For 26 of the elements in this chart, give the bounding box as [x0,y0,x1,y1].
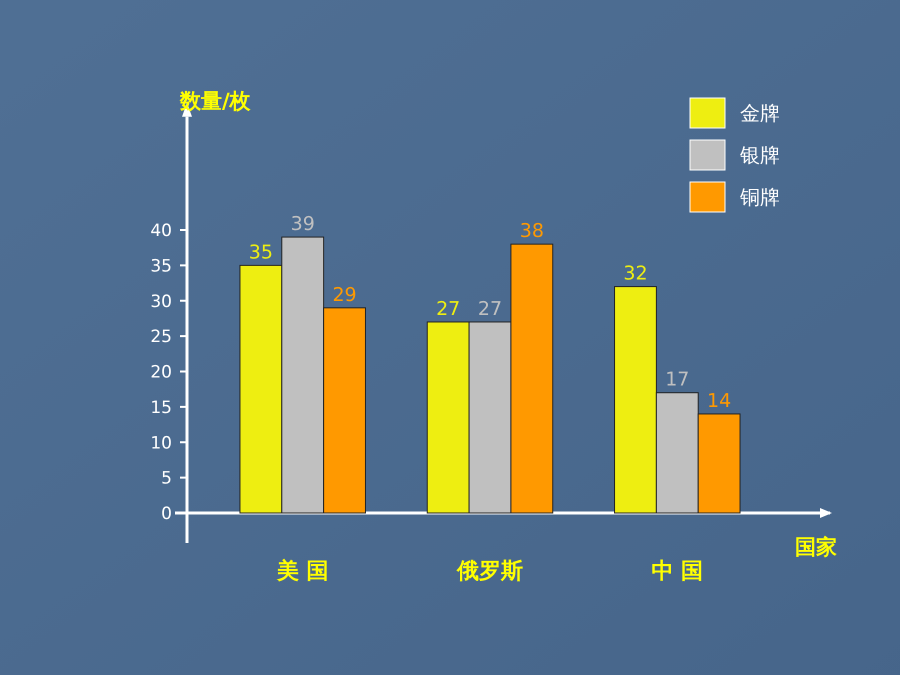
y-tick-label: 30 [150,292,172,312]
y-tick-label: 15 [150,398,172,418]
data-label: 27 [436,298,460,320]
data-label: 32 [623,262,648,285]
y-tick-label: 35 [150,256,172,276]
data-label: 35 [248,241,273,264]
text: 金牌 [740,101,780,125]
x-tick-label: 俄罗斯 [456,559,523,584]
y-tick-label: 40 [150,221,172,241]
y-tick-label: 10 [150,433,172,454]
y-tick-label: 0 [161,504,172,524]
x-tick-label: 美 国 [276,558,329,584]
y-tick-label: 25 [150,327,172,348]
x-axis-title: 国家 [795,535,837,559]
legend-label: 银牌 [739,143,780,167]
x-tick-label: 中 国 [651,559,704,584]
data-label: 39 [290,213,315,236]
data-label: 38 [520,220,544,242]
data-label: 29 [332,284,357,306]
data-label: 17 [665,368,690,391]
legend-label: 铜牌 [739,185,780,209]
y-tick-label: 5 [161,468,172,489]
y-axis-title: 数量/枚 [179,89,252,113]
y-tick-label: 20 [150,362,172,382]
data-label: 14 [707,390,732,412]
data-label: 27 [478,298,502,320]
